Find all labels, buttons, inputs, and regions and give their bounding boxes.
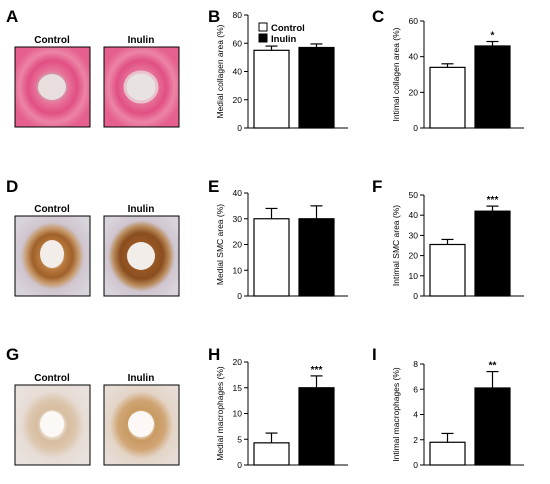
y-tick-label: 8 [413,359,418,369]
y-tick-label: 0 [413,291,418,301]
micrograph-G-control [14,384,91,466]
y-tick-label: 40 [233,67,243,77]
legend-swatch-control [258,22,268,32]
bar-control [253,218,290,297]
bar-inulin [474,210,511,297]
y-tick-label: 0 [237,123,242,133]
bar-control [429,441,466,466]
panel-letter-A: A [6,7,18,26]
bar-inulin [298,387,335,466]
panel-letter-F: F [372,177,382,196]
legend-swatch-inulin [258,33,268,43]
y-tick-label: 0 [237,291,242,301]
y-tick-label: 5 [237,434,242,444]
y-tick-label: 60 [233,38,243,48]
chart-panel-H: H 0 5 10 15 20 Medial macrophages (%) *** [208,345,348,470]
micrograph-A-inulin [103,46,180,128]
micrograph-label-G-inulin: Inulin [128,373,155,384]
panel-letter-D: D [6,177,18,196]
y-tick-label: 15 [233,383,243,393]
y-tick-label: 10 [233,265,243,275]
y-tick-label: 10 [233,409,243,419]
panel-letter-I: I [372,345,377,364]
bar-control [253,442,290,466]
micrograph-label-D-inulin: Inulin [128,204,155,215]
y-tick-label: 60 [409,16,419,26]
micrograph-D-inulin [103,215,180,297]
micrograph-label-D-control: Control [34,204,70,215]
y-axis-label: Intimal macrophages (%) [391,367,401,462]
y-axis-label: Intimal collagen area (%) [391,27,401,121]
y-tick-label: 20 [409,87,419,97]
y-tick-label: 0 [237,460,242,470]
bar-control [429,66,466,129]
y-tick-label: 6 [413,384,418,394]
y-tick-label: 40 [409,52,419,62]
bar-inulin [474,45,511,129]
y-tick-label: 10 [409,271,419,281]
panel-letter-G: G [6,345,19,364]
significance-marker: *** [311,365,323,376]
panel-letter-H: H [208,345,220,364]
chart-panel-C: C 0 20 40 60 Intimal collagen area (%) * [372,7,524,133]
significance-marker: ** [489,361,497,372]
micrograph-label-A-control: Control [34,35,70,46]
y-tick-label: 20 [233,357,243,367]
y-tick-label: 40 [233,188,243,198]
bar-inulin [474,387,511,466]
bar-control [253,49,290,129]
bar-control [429,243,466,297]
micrograph-G-inulin [103,384,180,466]
y-tick-label: 30 [233,214,243,224]
legend-label-inulin: Inulin [271,34,297,45]
legend-label-control: Control [271,23,305,34]
y-tick-label: 0 [413,123,418,133]
y-tick-label: 0 [413,460,418,470]
significance-marker: * [491,31,495,42]
y-axis-label: Medial macrophages (%) [215,366,225,461]
chart-panel-I: I 0 2 4 6 8 Intimal macrophages (%) ** [372,345,524,470]
chart-panel-F: F 0 10 20 30 40 50 Intimal SMC area (%) *** [372,177,524,301]
panel-letter-E: E [208,177,219,196]
chart-panel-B: B 0 20 40 60 80 Medial collagen area (%) [208,7,348,133]
y-tick-label: 20 [233,95,243,105]
bar-inulin [298,218,335,297]
y-axis-label: Medial SMC area (%) [215,204,225,285]
y-tick-label: 4 [413,410,418,420]
micrograph-label-G-control: Control [34,373,70,384]
y-tick-label: 20 [409,251,419,261]
y-axis-label: Intimal SMC area (%) [391,205,401,286]
y-tick-label: 50 [409,190,419,200]
micrograph-D-control [14,215,91,297]
micrograph-A-control [14,46,91,128]
panel-letter-B: B [208,7,220,26]
y-tick-label: 2 [413,435,418,445]
chart-panel-E: E 0 10 20 30 40 Medial SMC area (%) [208,177,348,301]
y-axis-label: Medial collagen area (%) [215,24,225,118]
significance-marker: *** [487,195,499,206]
y-tick-label: 20 [233,240,243,250]
bar-inulin [298,46,335,129]
y-tick-label: 80 [233,10,243,20]
panel-letter-C: C [372,7,384,26]
micrograph-label-A-inulin: Inulin [128,35,155,46]
y-tick-label: 30 [409,230,419,240]
y-tick-label: 40 [409,210,419,220]
legend: Control Inulin [258,22,305,45]
